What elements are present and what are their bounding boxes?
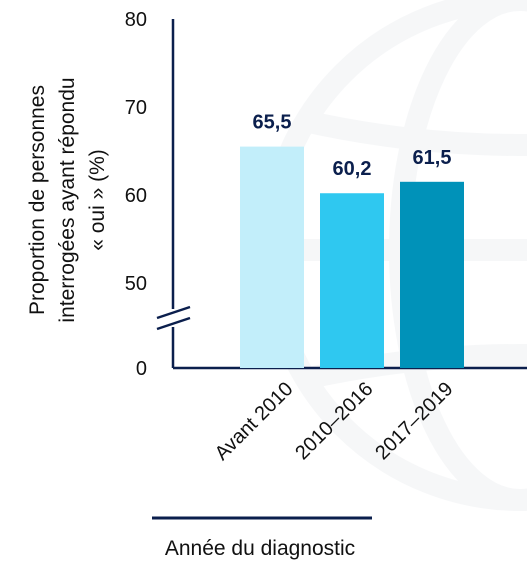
axis-break-mark (156, 316, 191, 331)
y-tick-labels: 0 50 60 70 80 (125, 9, 147, 380)
category-label: Avant 2010 (211, 378, 298, 465)
y-tick-label: 0 (136, 358, 147, 380)
data-label: 61,5 (413, 147, 452, 169)
bar (240, 146, 304, 368)
y-tick-label: 50 (125, 273, 147, 295)
axis-break-gap (158, 309, 188, 327)
x-axis-title: Année du diagnostic (165, 537, 355, 560)
axis-break-mark (156, 305, 191, 320)
y-axis-label-line-3: « oui » (%) (86, 149, 109, 251)
data-label: 65,5 (253, 112, 292, 134)
bars (240, 146, 464, 368)
data-labels: 65,5 60,2 61,5 (253, 112, 452, 181)
data-label: 60,2 (333, 158, 372, 180)
y-tick-label: 60 (125, 185, 147, 207)
bar (400, 181, 464, 368)
y-axis-label-line-1: Proportion de personnes (26, 85, 49, 315)
y-axis-label-line-2: interrogées ayant répondu (56, 77, 79, 322)
y-tick-label: 80 (125, 9, 147, 31)
bar (320, 193, 384, 368)
y-tick-label: 70 (125, 97, 147, 119)
